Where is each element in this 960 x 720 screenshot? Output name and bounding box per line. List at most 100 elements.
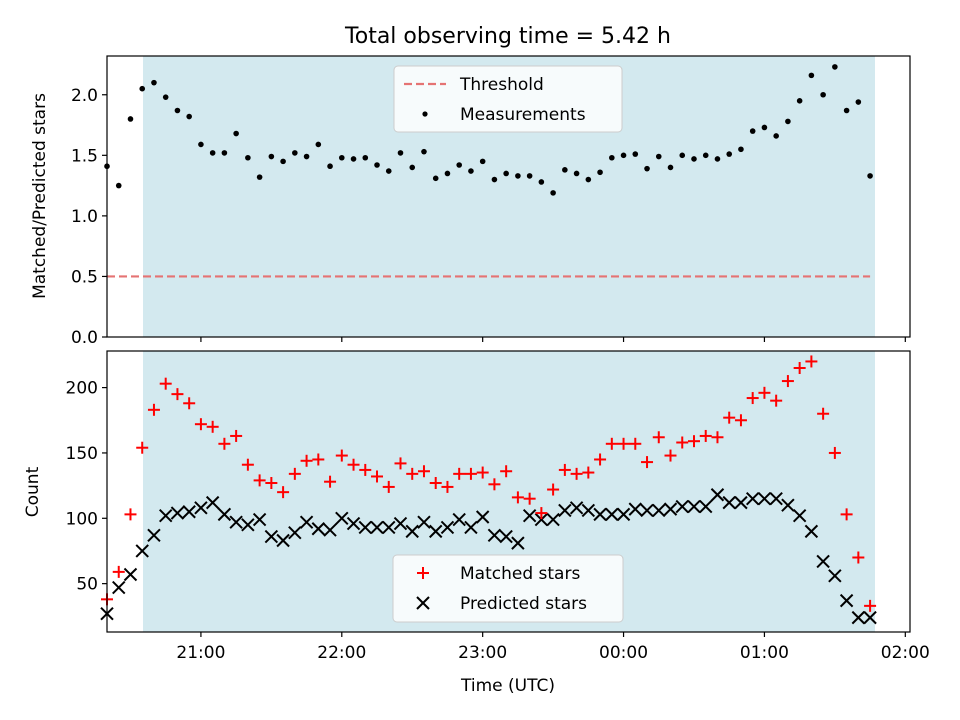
measurement-point bbox=[832, 64, 838, 70]
matched-star-point bbox=[511, 491, 524, 504]
measurement-point bbox=[268, 153, 275, 160]
legend-top-box bbox=[393, 65, 623, 133]
predicted-star-point bbox=[158, 508, 173, 523]
matched-star-point bbox=[112, 565, 125, 578]
legend-matched-label: Matched stars bbox=[460, 564, 580, 584]
predicted-star-point bbox=[757, 491, 772, 506]
measurement-point bbox=[162, 94, 169, 100]
measurement-point bbox=[667, 164, 674, 171]
matched-star-point bbox=[124, 508, 137, 521]
predicted-star-point bbox=[276, 533, 290, 548]
y-top-tick-label: 1.0 bbox=[71, 207, 98, 227]
matched-star-point bbox=[347, 458, 360, 471]
matched-star-point bbox=[183, 397, 196, 410]
measurement-point bbox=[655, 153, 662, 160]
x-ticks-top bbox=[200, 337, 906, 342]
x-tick-label: 23:00 bbox=[458, 643, 507, 663]
predicted-star-point bbox=[792, 508, 807, 523]
matched-star-point bbox=[171, 388, 184, 401]
measurement-point bbox=[151, 79, 157, 86]
measurement-point bbox=[726, 151, 733, 157]
measurement-point bbox=[526, 173, 533, 179]
predicted-star-point bbox=[734, 495, 748, 510]
predicted-star-point bbox=[323, 523, 337, 537]
matched-star-point bbox=[453, 467, 466, 480]
x-tick-label: 01:00 bbox=[740, 643, 789, 663]
matched-star-point bbox=[500, 465, 513, 478]
y-bottom-tick-label: 50 bbox=[76, 575, 98, 595]
measurement-point bbox=[315, 141, 322, 148]
x-tick-label: 00:00 bbox=[599, 643, 648, 663]
predicted-star-point bbox=[499, 529, 513, 544]
predicted-star-point bbox=[346, 516, 361, 531]
measurement-point bbox=[843, 107, 850, 114]
predicted-star-point bbox=[370, 520, 384, 535]
predicted-star-point bbox=[170, 506, 185, 520]
matched-star-point bbox=[711, 431, 724, 444]
measurement-point bbox=[702, 152, 709, 159]
matched-star-point bbox=[241, 458, 254, 471]
x-tick-label: 02:00 bbox=[881, 643, 930, 663]
legend-threshold-label: Threshold bbox=[459, 75, 544, 95]
x-axis-label: Time (UTC) bbox=[460, 676, 555, 696]
measurement-point bbox=[562, 167, 568, 173]
measurement-point bbox=[714, 156, 721, 162]
predicted-star-point bbox=[335, 511, 349, 526]
axes-frame-top bbox=[106, 55, 911, 338]
counts-panel: 21:00 22:00 23:00 00:00 01:00 02:00 50 100 150 2… bbox=[23, 350, 930, 696]
ratio-panel: 0.00.51.01.52.0 Matched/Predicted stars … bbox=[30, 55, 911, 348]
measurement-point bbox=[115, 182, 122, 189]
measurement-point bbox=[820, 91, 826, 98]
matched-star-point bbox=[664, 449, 677, 462]
predicted-star-point bbox=[640, 503, 654, 518]
measurement-point bbox=[644, 165, 650, 172]
predicted-star-point bbox=[252, 512, 267, 527]
predicted-star-point bbox=[112, 580, 126, 595]
predicted-star-point bbox=[769, 491, 783, 506]
y-bottom-tick-label: 100 bbox=[66, 509, 98, 529]
measurement-point bbox=[749, 128, 756, 134]
measurement-point bbox=[327, 163, 333, 170]
predicted-star-point bbox=[804, 524, 819, 539]
matched-star-point bbox=[406, 467, 419, 480]
measurement-point bbox=[773, 133, 779, 139]
measurement-point bbox=[385, 168, 392, 174]
matched-star-point bbox=[840, 508, 853, 521]
matched-star-point bbox=[394, 457, 407, 470]
matched-legend-swatch bbox=[417, 567, 429, 579]
predicted-star-point bbox=[311, 522, 326, 536]
legend-bottom: Matched stars Predicted stars bbox=[392, 554, 624, 623]
x-tick-label: 21:00 bbox=[176, 643, 225, 663]
predicted-star-point bbox=[182, 505, 196, 519]
predicted-star-point bbox=[569, 501, 584, 515]
measurement-point bbox=[409, 164, 416, 171]
measurement-point bbox=[785, 118, 791, 125]
measurement-point bbox=[738, 146, 744, 153]
measurement-point bbox=[421, 148, 427, 155]
legend-bottom-box bbox=[392, 554, 624, 623]
predicted-star-point bbox=[487, 528, 502, 542]
predicted-star-point bbox=[710, 488, 725, 502]
matched-star-point bbox=[476, 466, 489, 479]
matched-star-point bbox=[781, 375, 794, 388]
measurement-point bbox=[432, 175, 439, 182]
measurement-point bbox=[503, 170, 509, 177]
measurement-point bbox=[303, 153, 310, 160]
predicted-star-point bbox=[264, 529, 279, 544]
measurement-point bbox=[198, 141, 204, 148]
predicted-star-point bbox=[593, 507, 607, 522]
matched-star-point bbox=[817, 407, 830, 420]
y-bottom-tick-label: 200 bbox=[66, 379, 98, 399]
matched-star-point bbox=[335, 449, 348, 462]
count-marks bbox=[100, 355, 877, 625]
measurement-point bbox=[127, 116, 134, 122]
matched-star-point bbox=[641, 456, 654, 469]
measurement-point bbox=[609, 154, 615, 161]
measurement-point bbox=[209, 150, 216, 156]
predicted-star-point bbox=[123, 567, 138, 582]
matched-star-point bbox=[136, 441, 149, 454]
predicted-star-point bbox=[581, 503, 596, 518]
predicted-star-point bbox=[522, 508, 537, 523]
matched-star-point bbox=[770, 394, 783, 407]
